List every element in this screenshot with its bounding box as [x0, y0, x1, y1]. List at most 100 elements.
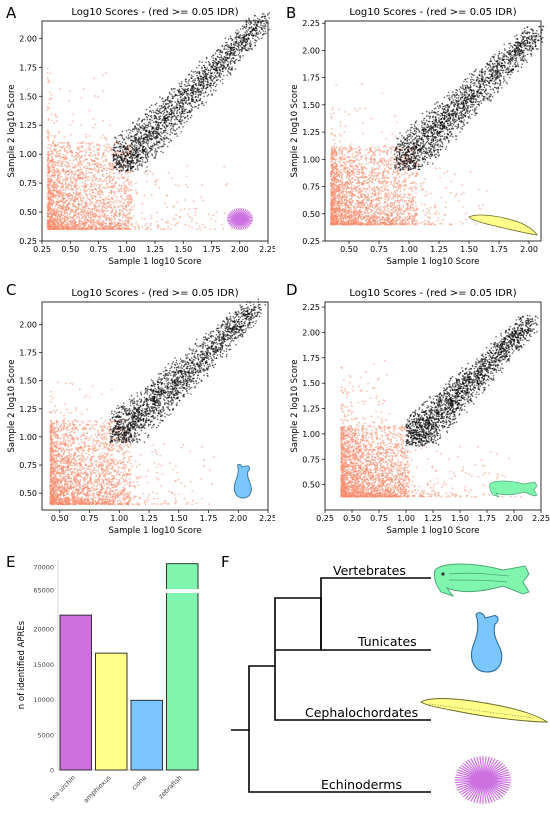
point-fail: [56, 168, 58, 170]
point-fail: [187, 213, 189, 216]
point-pass: [139, 142, 142, 144]
point-pass: [224, 45, 226, 47]
point-pass: [170, 131, 172, 133]
point-fail: [68, 183, 70, 186]
point-fail: [110, 175, 112, 178]
point-pass: [190, 104, 192, 107]
x-tick-label: 2.25: [259, 245, 275, 254]
point-fail: [76, 176, 79, 179]
point-pass: [161, 132, 163, 135]
point-fail: [103, 164, 106, 167]
point-fail: [51, 199, 54, 202]
point-pass: [254, 22, 256, 24]
point-pass: [205, 76, 207, 79]
point-pass: [190, 91, 193, 94]
point-fail: [73, 201, 76, 204]
point-pass: [172, 125, 175, 127]
point-pass: [133, 162, 136, 164]
point-fail: [99, 228, 102, 231]
point-fail: [60, 212, 63, 215]
point-fail: [110, 207, 113, 209]
point-pass: [118, 150, 121, 153]
y-tick-label: 2.00: [19, 34, 37, 43]
point-fail: [95, 157, 98, 160]
point-pass: [145, 124, 147, 126]
point-pass: [168, 123, 170, 125]
point-fail: [130, 180, 133, 183]
point-pass: [200, 102, 203, 105]
point-fail: [192, 200, 195, 203]
point-pass: [136, 128, 138, 131]
point-pass: [241, 41, 244, 44]
point-pass: [264, 24, 267, 26]
point-pass: [137, 127, 140, 130]
point-pass: [154, 136, 156, 139]
point-fail: [49, 185, 52, 187]
point-fail: [115, 228, 117, 231]
point-fail: [89, 152, 92, 154]
point-fail: [47, 227, 50, 230]
point-fail: [47, 163, 50, 166]
point-fail: [78, 195, 81, 198]
point-pass: [231, 66, 233, 68]
point-fail: [56, 223, 59, 226]
point-pass: [172, 97, 174, 100]
point-pass: [194, 78, 196, 80]
point-fail: [63, 136, 66, 139]
point-pass: [163, 125, 166, 128]
point-fail: [156, 211, 159, 214]
point-fail: [81, 205, 84, 208]
point-fail: [127, 224, 130, 227]
point-fail: [171, 177, 173, 180]
point-fail: [108, 224, 111, 227]
point-pass: [148, 118, 151, 121]
point-fail: [122, 213, 125, 216]
point-fail: [143, 217, 146, 220]
point-pass: [239, 59, 241, 62]
point-pass: [238, 48, 240, 50]
point-fail: [61, 186, 64, 189]
point-pass: [134, 153, 137, 155]
point-fail: [119, 224, 121, 227]
point-fail: [84, 133, 87, 136]
point-pass: [129, 144, 131, 147]
point-pass: [240, 36, 243, 39]
point-pass: [181, 119, 184, 121]
point-fail: [154, 184, 157, 186]
point-pass: [170, 127, 173, 130]
point-fail: [97, 218, 100, 221]
point-fail: [118, 211, 120, 214]
point-pass: [230, 44, 233, 47]
point-fail: [84, 222, 87, 224]
point-fail: [54, 115, 57, 118]
point-pass: [119, 163, 122, 165]
point-fail: [51, 184, 53, 187]
point-pass: [164, 127, 167, 130]
point-pass: [233, 46, 236, 48]
point-fail: [88, 171, 90, 174]
point-pass: [203, 85, 205, 87]
point-fail: [87, 216, 90, 219]
point-fail: [173, 218, 176, 221]
point-pass: [155, 112, 158, 115]
point-fail: [54, 224, 57, 226]
point-pass: [159, 96, 161, 98]
point-pass: [137, 120, 139, 122]
point-pass: [147, 114, 150, 117]
point-fail: [102, 204, 105, 207]
point-fail: [454, 173, 457, 176]
point-fail: [79, 227, 82, 230]
point-pass: [170, 118, 173, 121]
point-pass: [258, 18, 261, 21]
point-pass: [192, 71, 195, 73]
point-pass: [172, 127, 174, 129]
point-pass: [200, 87, 203, 90]
point-pass: [195, 95, 197, 98]
point-pass: [261, 37, 263, 39]
point-fail: [73, 159, 75, 162]
point-fail: [92, 168, 94, 171]
point-fail: [85, 205, 87, 208]
point-fail: [106, 167, 109, 170]
point-fail: [64, 147, 66, 150]
point-fail: [188, 208, 191, 210]
